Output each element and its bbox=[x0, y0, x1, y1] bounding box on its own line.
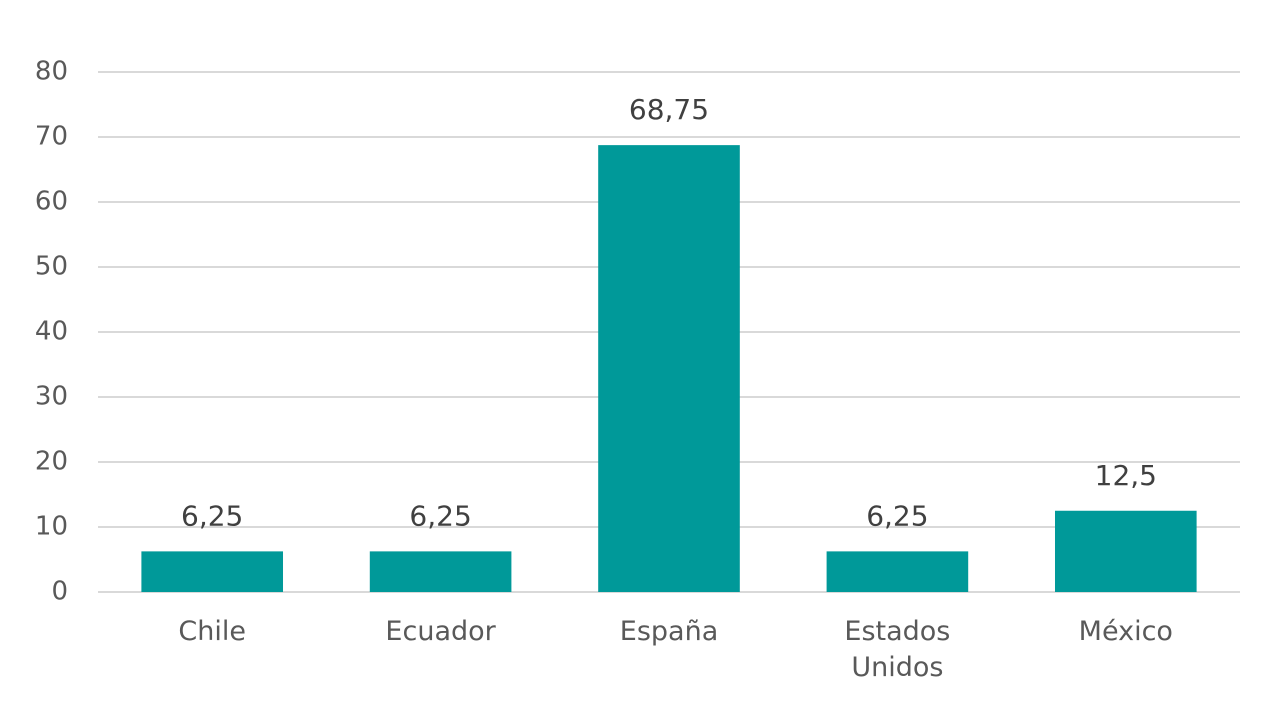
y-tick-label: 0 bbox=[51, 577, 68, 607]
data-label: 12,5 bbox=[1095, 459, 1157, 492]
y-tick-label: 70 bbox=[35, 122, 68, 152]
y-tick-label: 30 bbox=[35, 382, 68, 412]
x-tick-label: México bbox=[1078, 616, 1173, 647]
x-tick-label: Estados Unidos bbox=[844, 616, 951, 683]
y-tick-label: 10 bbox=[35, 512, 68, 542]
y-tick-label: 40 bbox=[35, 317, 68, 347]
data-label: 6,25 bbox=[181, 499, 243, 532]
bar bbox=[598, 145, 740, 592]
x-tick-label: Chile bbox=[178, 616, 246, 647]
x-tick-label: España bbox=[619, 616, 719, 647]
bar bbox=[1054, 510, 1197, 592]
bar bbox=[141, 551, 284, 592]
bar bbox=[369, 551, 512, 592]
data-label: 6,25 bbox=[409, 499, 471, 532]
y-tick-label: 60 bbox=[35, 187, 68, 217]
data-label: 68,75 bbox=[629, 93, 709, 126]
x-tick-label: Ecuador bbox=[385, 616, 496, 647]
y-tick-label: 50 bbox=[35, 252, 68, 282]
bar bbox=[826, 551, 969, 592]
y-tick-label: 80 bbox=[35, 57, 68, 87]
data-label: 6,25 bbox=[866, 499, 928, 532]
y-tick-label: 20 bbox=[35, 447, 68, 477]
